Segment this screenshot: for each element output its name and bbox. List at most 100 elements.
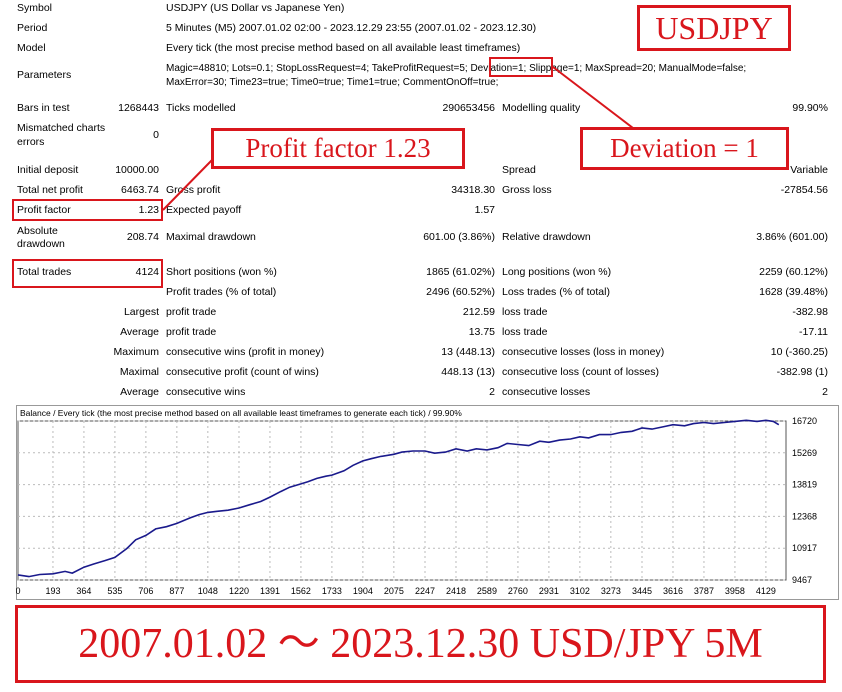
plot-area: [17, 420, 787, 581]
x-tick-label: 877: [169, 586, 184, 596]
x-tick-label: 3445: [632, 586, 652, 596]
label-cons-losses-money: consecutive losses (loss in money): [502, 346, 665, 358]
deviation-connector: [552, 66, 634, 129]
label-parameters: Parameters: [17, 69, 72, 81]
value-maximal-cons-loss: -382.98 (1): [776, 366, 828, 378]
value-avg-cons-losses: 2: [822, 386, 828, 398]
label-loss-trades: Loss trades (% of total): [502, 286, 610, 298]
value-max-cons-losses: 10 (-360.25): [770, 346, 828, 358]
x-tick-label: 1391: [260, 586, 280, 596]
value-total-trades: 4124: [135, 266, 159, 278]
label-model: Model: [17, 42, 46, 54]
label-long-positions: Long positions (won %): [502, 266, 612, 278]
label-profit-trades: Profit trades (% of total): [166, 286, 277, 298]
label-cons-losses: consecutive losses: [502, 386, 591, 398]
value-average-loss: -17.11: [799, 326, 828, 338]
x-tick-label: 2418: [446, 586, 466, 596]
label-maximal: Maximal: [119, 366, 159, 378]
value-ticks-modelled: 290653456: [442, 102, 495, 114]
label-cons-profit-count: consecutive profit (count of wins): [166, 366, 319, 378]
value-long-positions: 2259 (60.12%): [759, 266, 828, 278]
label-maximum: Maximum: [113, 346, 159, 358]
value-max-cons-wins: 13 (448.13): [441, 346, 495, 358]
value-mismatched: 0: [153, 129, 159, 141]
label-cons-loss-count: consecutive loss (count of losses): [502, 366, 659, 378]
value-profit-trades: 2496 (60.52%): [426, 286, 495, 298]
profit-factor-annotation: Profit factor 1.23: [211, 128, 465, 169]
usdjpy-annotation: USDJPY: [637, 5, 791, 51]
x-tick-label: 3787: [694, 586, 714, 596]
label-mismatched-1: Mismatched charts: [17, 122, 106, 134]
x-tick-label: 2760: [508, 586, 528, 596]
x-tick-label: 3273: [601, 586, 621, 596]
x-tick-label: 1562: [291, 586, 311, 596]
chart-title: Balance / Every tick (the most precise m…: [20, 408, 462, 418]
value-period: 5 Minutes (M5) 2007.01.02 02:00 - 2023.1…: [166, 22, 537, 34]
label-spread: Spread: [502, 164, 536, 176]
value-gross-profit: 34318.30: [451, 184, 495, 196]
value-initial-deposit: 10000.00: [115, 164, 159, 176]
label-absolute-1: Absolute: [17, 225, 58, 237]
label-initial-deposit: Initial deposit: [17, 164, 79, 176]
x-tick-label: 706: [138, 586, 153, 596]
label-largest-loss-trade: loss trade: [502, 306, 548, 318]
x-tick-label: 2247: [415, 586, 435, 596]
y-tick-label: 9467: [792, 575, 812, 585]
y-tick-label: 16720: [792, 416, 817, 426]
label-average: Average: [120, 326, 159, 338]
date-range-banner: 2007.01.02 ～ 2023.12.30 USD/JPY 5M: [15, 605, 826, 683]
label-largest-profit-trade: profit trade: [166, 306, 217, 318]
value-bars-in-test: 1268443: [118, 102, 159, 114]
value-avg-cons-wins: 2: [489, 386, 495, 398]
value-short-positions: 1865 (61.02%): [426, 266, 495, 278]
label-average-loss-trade: loss trade: [502, 326, 548, 338]
label-relative-drawdown: Relative drawdown: [502, 231, 591, 243]
balance-line: [17, 419, 780, 578]
x-tick-label: 3616: [663, 586, 683, 596]
x-tick-label: 4129: [756, 586, 776, 596]
value-total-net-profit: 6463.74: [121, 184, 159, 196]
label-expected-payoff: Expected payoff: [166, 204, 242, 216]
value-gross-loss: -27854.56: [780, 184, 828, 196]
label-average-2: Average: [120, 386, 159, 398]
x-tick-label: 0: [16, 586, 21, 596]
label-symbol: Symbol: [17, 2, 53, 14]
label-largest: Largest: [123, 306, 159, 318]
x-tick-label: 193: [45, 586, 60, 596]
label-absolute-2: drawdown: [17, 238, 65, 250]
deviation-annotation: Deviation = 1: [580, 127, 789, 170]
x-tick-label: 3958: [725, 586, 745, 596]
value-spread: Variable: [790, 164, 828, 176]
value-model: Every tick (the most precise method base…: [166, 42, 521, 54]
label-bars-in-test: Bars in test: [17, 102, 70, 114]
profit-factor-connector: [162, 159, 213, 211]
value-absolute-drawdown: 208.74: [126, 231, 159, 243]
total-trades-highlight: [12, 259, 163, 288]
label-cons-wins-money: consecutive wins (profit in money): [166, 346, 325, 358]
y-tick-label: 12368: [792, 511, 817, 521]
value-largest-loss: -382.98: [792, 306, 828, 318]
label-profit-factor: Profit factor: [17, 204, 71, 216]
value-relative-drawdown: 3.86% (601.00): [756, 231, 828, 243]
balance-chart: 0 193 364 535 706 877 1048 1220 1391 1562 1733 1904…: [16, 405, 839, 600]
deviation-highlight: [489, 57, 553, 77]
x-tick-label: 3102: [570, 586, 590, 596]
x-tick-label: 2931: [539, 586, 559, 596]
label-total-trades: Total trades: [17, 266, 72, 278]
label-ticks-modelled: Ticks modelled: [166, 102, 236, 114]
y-tick-label: 13819: [792, 480, 817, 490]
value-parameters-line1: Magic=48810; Lots=0.1; StopLossRequest=4…: [166, 63, 747, 74]
x-tick-label: 2075: [384, 586, 404, 596]
x-tick-label: 2589: [477, 586, 497, 596]
value-profit-factor: 1.23: [138, 204, 159, 216]
label-gross-loss: Gross loss: [502, 184, 552, 196]
value-maximal-drawdown: 601.00 (3.86%): [423, 231, 495, 243]
x-tick-label: 364: [76, 586, 91, 596]
label-maximal-drawdown: Maximal drawdown: [166, 231, 256, 243]
value-loss-trades: 1628 (39.48%): [759, 286, 828, 298]
value-parameters-line2: MaxError=30; Time23=true; Time0=true; Ti…: [166, 77, 499, 88]
value-average-profit: 13.75: [468, 326, 495, 338]
value-modelling-quality: 99.90%: [792, 102, 828, 114]
y-tick-label: 15269: [792, 448, 817, 458]
